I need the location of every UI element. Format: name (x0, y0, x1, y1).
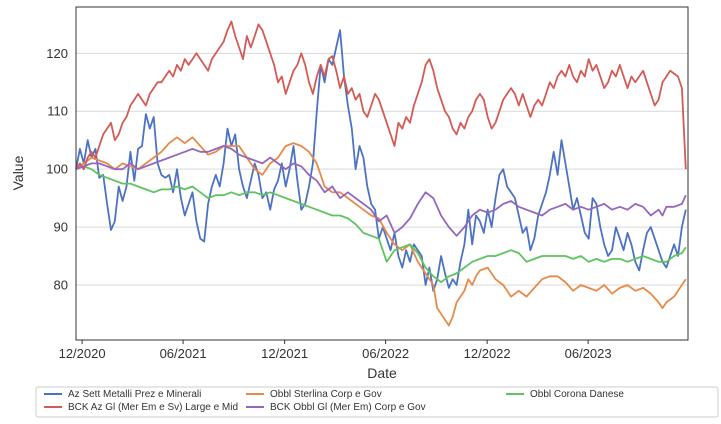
x-tick-labels: 12/2020 06/2021 12/2021 06/2022 12/2022 06/20… (59, 340, 612, 361)
y-tick-label: 80 (54, 277, 68, 292)
x-tick-label: 12/2022 (464, 346, 511, 361)
series-lines (75, 20, 687, 327)
y-tick-labels: 80 90 100 110 120 (46, 46, 68, 293)
series-line-2 (75, 136, 687, 327)
legend-label-2: Obbl Sterlina Corp e Gov (270, 389, 382, 400)
series-line-5 (75, 145, 687, 237)
series-line-3 (75, 165, 687, 283)
y-tick-label: 120 (46, 46, 68, 61)
gridlines (76, 52, 688, 286)
y-tick-label: 110 (47, 104, 68, 119)
series-line-1 (75, 29, 687, 292)
legend-label-5: BCK Obbl Gl (Mer Em) Corp e Gov (270, 402, 426, 413)
x-tick-label: 06/2022 (362, 346, 409, 361)
x-axis-label: Date (367, 365, 397, 381)
plot-frame (75, 6, 689, 341)
y-tick-label: 90 (54, 220, 68, 235)
legend-label-4: BCK Az Gl (Mer Em e Sv) Large e Mid (68, 402, 238, 413)
legend: Az Sett Metalli Prez e Minerali Obbl Ster… (35, 386, 719, 418)
y-axis-label: Value (10, 155, 26, 190)
legend-items: Az Sett Metalli Prez e Minerali Obbl Ster… (44, 389, 624, 413)
x-tick-label: 12/2020 (59, 346, 106, 361)
series-line-4 (75, 20, 687, 171)
x-tick-label: 06/2021 (160, 346, 207, 361)
y-tick-label: 100 (46, 162, 68, 177)
legend-label-1: Az Sett Metalli Prez e Minerali (68, 389, 201, 400)
legend-frame (35, 386, 719, 418)
x-tick-label: 12/2021 (261, 346, 308, 361)
legend-label-3: Obbl Corona Danese (530, 389, 624, 400)
x-tick-label: 06/2023 (565, 346, 612, 361)
